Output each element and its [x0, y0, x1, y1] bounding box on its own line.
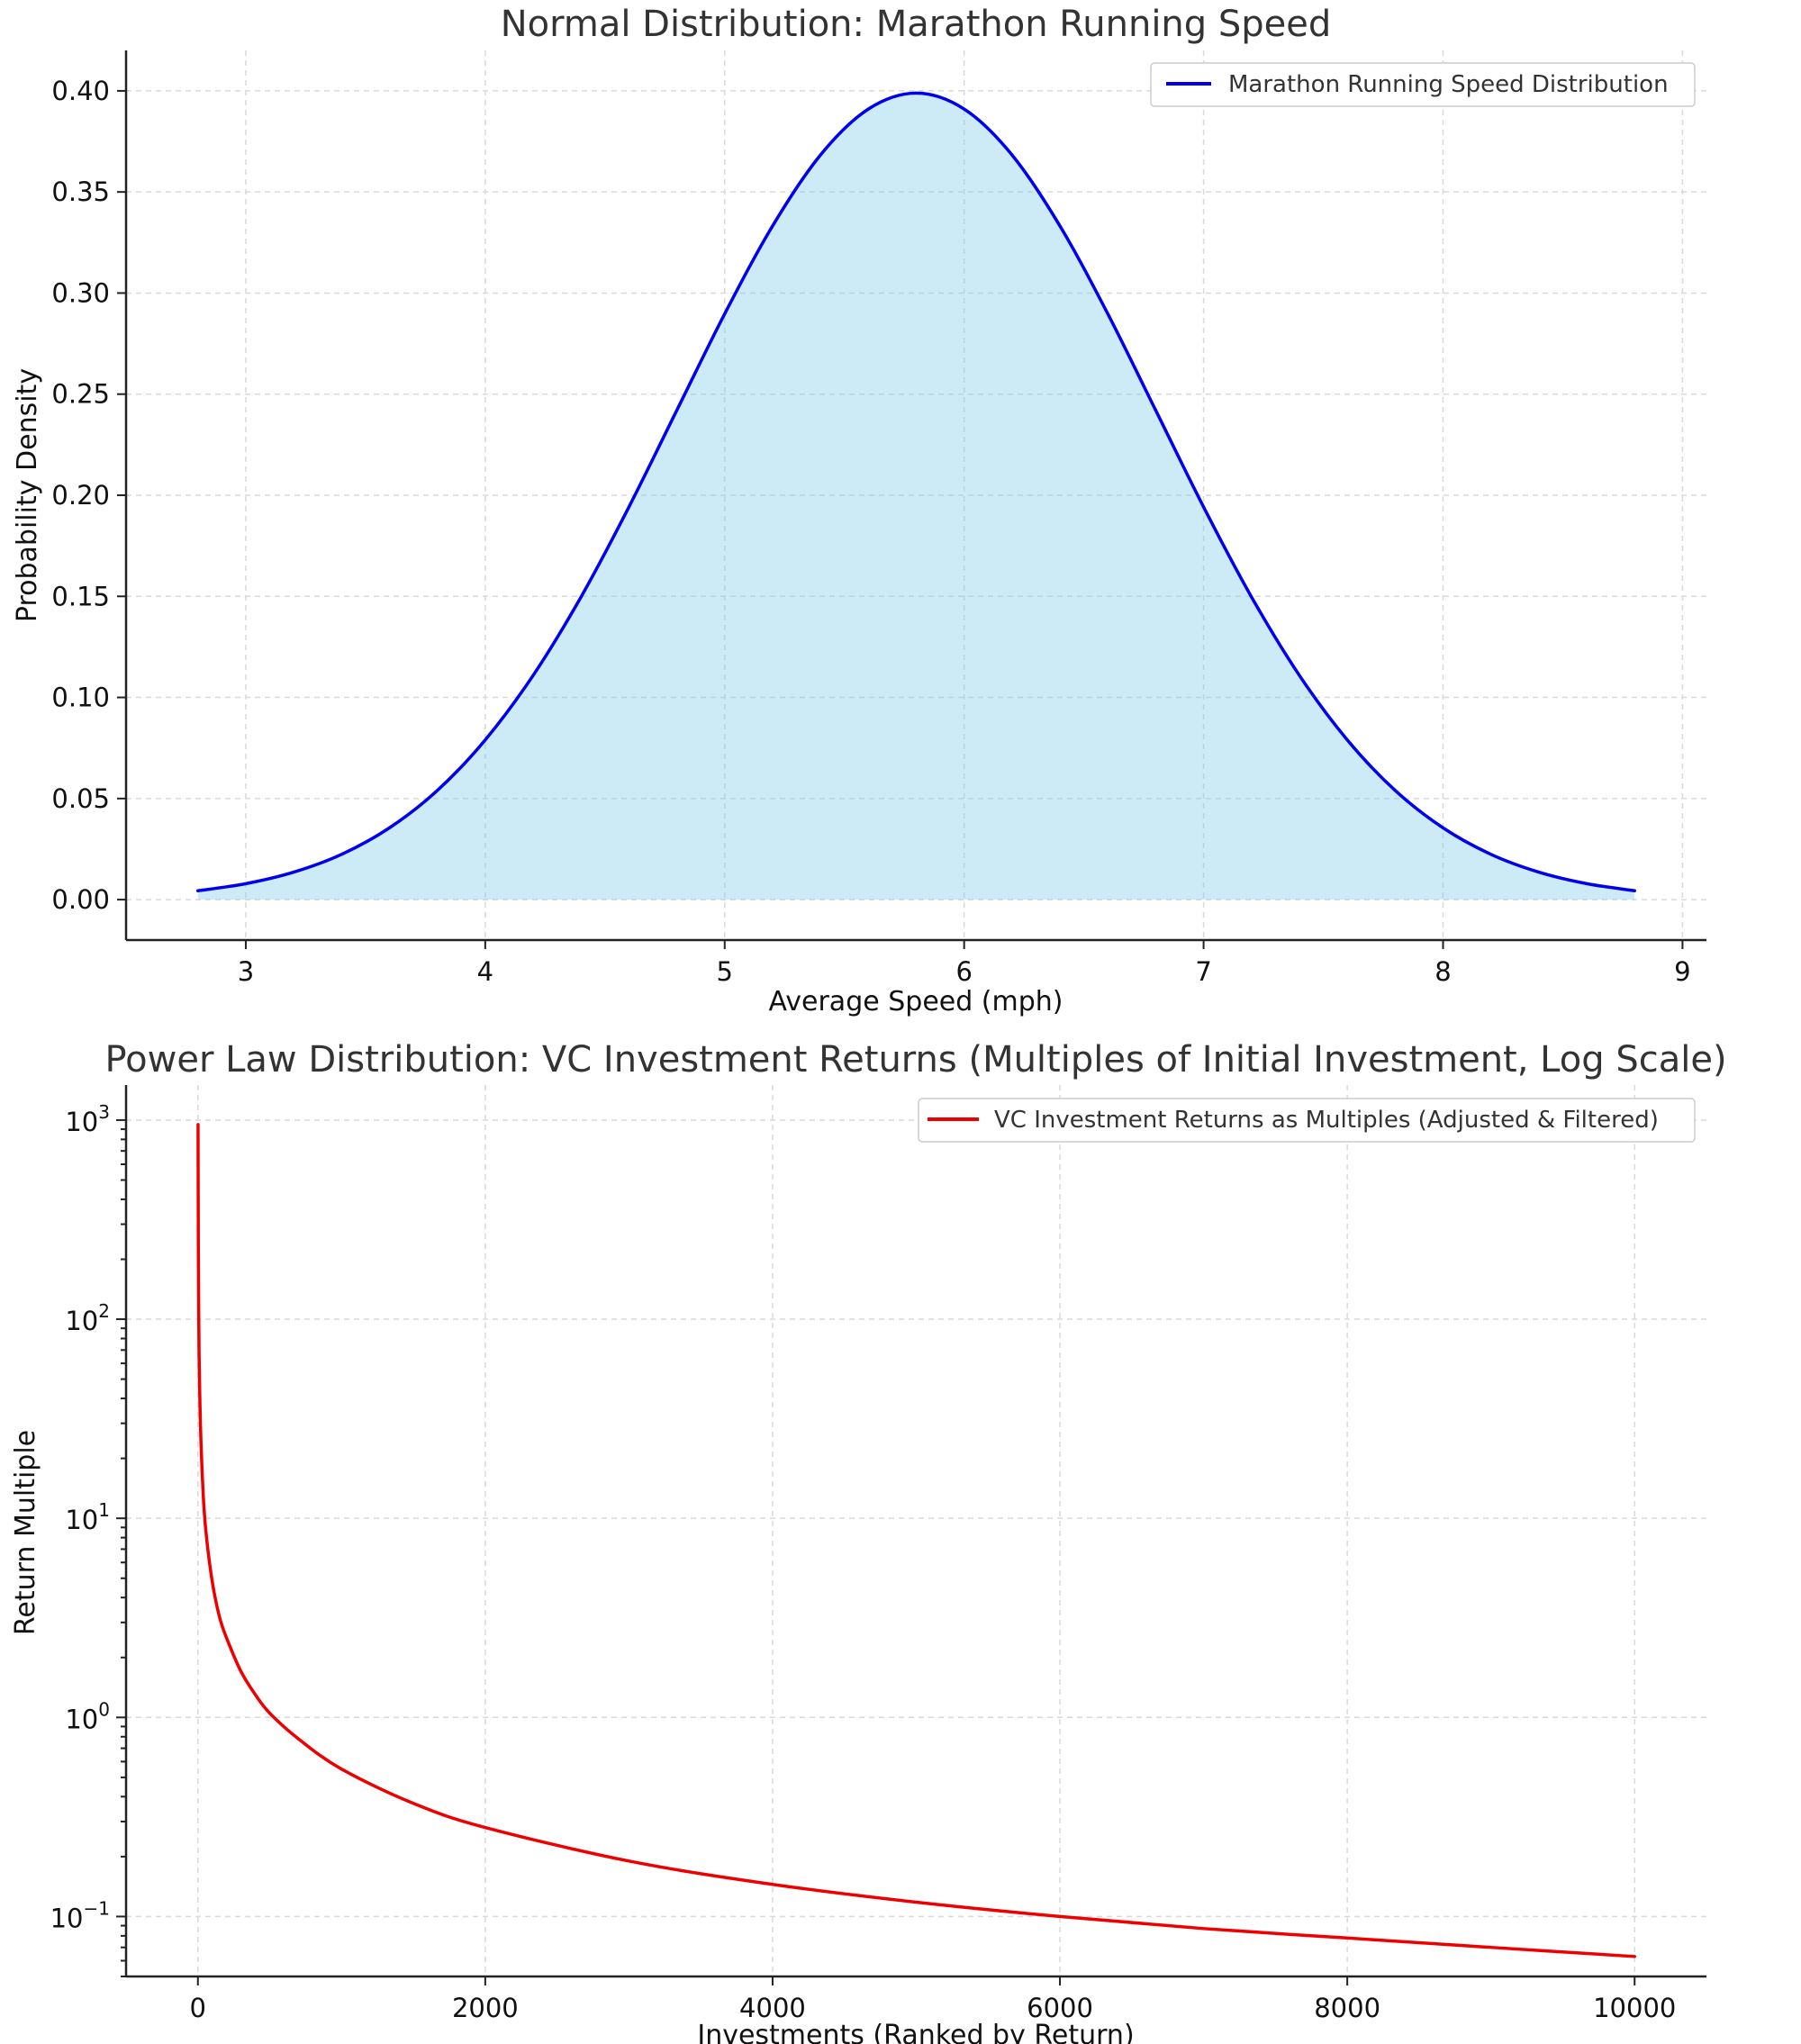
legend-box — [918, 1098, 1696, 1143]
x-axis-label: Investments (Ranked by Return) — [697, 2020, 1134, 2044]
y-tick-label: 0.00 — [51, 884, 110, 915]
x-tick-label: 8 — [1434, 956, 1451, 987]
x-tick-label: 8000 — [1314, 1993, 1380, 2023]
y-tick-label: 0.25 — [51, 379, 110, 410]
legend: VC Investment Returns as Multiples (Adju… — [918, 1098, 1696, 1143]
density-fill-area — [197, 93, 1635, 900]
x-axis-ticks: 3 4 5 6 7 8 9 — [238, 940, 1691, 987]
x-tick-label: 7 — [1195, 956, 1211, 987]
chart-title: Power Law Distribution: VC Investment Re… — [104, 1039, 1726, 1081]
legend-entry: Marathon Running Speed Distribution — [1228, 71, 1669, 98]
returns-curve-line — [196, 1123, 1636, 1958]
legend-box — [1150, 62, 1696, 107]
y-tick-label: 0.35 — [51, 176, 110, 207]
x-tick-label: 10000 — [1593, 1993, 1676, 2023]
y-tick-label: 0.05 — [51, 783, 110, 814]
x-tick-label: 3 — [238, 956, 254, 987]
power-law-chart: Power Law Distribution: VC Investment Re… — [10, 1039, 1727, 2044]
chart-title: Normal Distribution: Marathon Running Sp… — [501, 4, 1332, 45]
legend-entry: VC Investment Returns as Multiples (Adju… — [994, 1107, 1659, 1134]
y-axis-label: Return Multiple — [10, 1430, 41, 1635]
x-axis-ticks: 0 2000 4000 6000 8000 10000 — [190, 1976, 1676, 2023]
x-tick-label: 5 — [717, 956, 733, 987]
legend: Marathon Running Speed Distribution — [1150, 62, 1696, 107]
x-tick-label: 6 — [955, 956, 972, 987]
y-tick-label: 103 — [65, 1101, 110, 1137]
y-tick-label: 10−1 — [50, 1897, 110, 1933]
x-tick-label: 4 — [477, 956, 493, 987]
y-tick-label: 0.40 — [51, 76, 110, 106]
x-axis-label: Average Speed (mph) — [769, 986, 1063, 1017]
x-tick-label: 0 — [190, 1993, 206, 2023]
x-tick-label: 9 — [1674, 956, 1690, 987]
y-tick-label: 102 — [65, 1300, 110, 1336]
y-tick-label: 0.15 — [51, 581, 110, 611]
y-tick-label: 0.10 — [51, 683, 110, 713]
y-axis-ticks: 10−1 100 101 102 103 — [50, 1101, 126, 1977]
x-tick-label: 4000 — [739, 1993, 806, 2023]
density-curve-line — [196, 91, 1636, 892]
y-tick-label: 0.20 — [51, 480, 110, 511]
y-tick-label: 0.30 — [51, 277, 110, 308]
y-tick-label: 100 — [65, 1698, 110, 1734]
x-tick-label: 2000 — [452, 1993, 519, 2023]
y-axis-label: Probability Density — [12, 368, 43, 622]
x-tick-label: 6000 — [1027, 1993, 1093, 2023]
normal-distribution-chart: Normal Distribution: Marathon Running Sp… — [12, 4, 1706, 1017]
grid — [126, 1085, 1706, 1976]
y-axis-ticks: 0.00 0.05 0.10 0.15 0.20 0.25 0.30 0.35 0.40 — [51, 76, 126, 915]
y-tick-label: 101 — [65, 1499, 110, 1535]
